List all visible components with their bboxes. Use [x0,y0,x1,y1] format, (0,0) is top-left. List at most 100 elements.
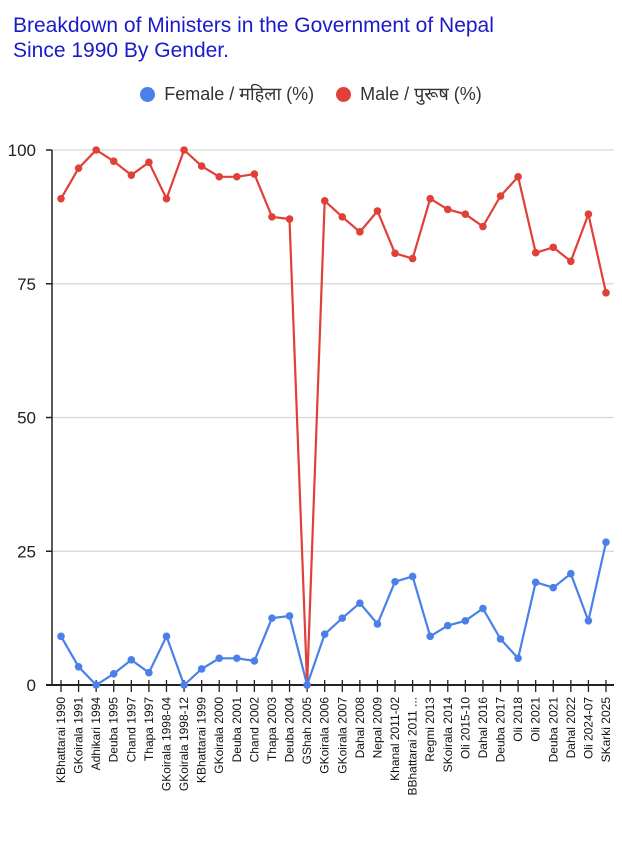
female-data-point [74,663,83,671]
chart-title-line-1: Breakdown of Ministers in the Government… [13,14,494,37]
female-data-point [215,654,224,663]
x-tick-label: Chand 2002 [247,697,261,763]
female-series-dot-icon [140,86,156,102]
female-data-point [531,578,540,587]
x-tick-label: Oli 2024-07 [581,697,595,759]
male-data-point [584,210,593,218]
female-data-point [356,599,364,607]
x-tick-label: Dahal 2016 [476,697,490,759]
male-data-point [567,257,575,266]
x-tick-label: SKarki 2025 [599,697,613,763]
male-data-point [373,207,382,215]
male-data-point [180,146,188,154]
x-tick-label: Oli 2015-10 [458,697,472,759]
chart-title: Breakdown of Ministers in the Government… [13,13,494,63]
x-axis-tick-labels: KBhattarai 1990 GKoirala 1991 Adhikari 199… [54,680,613,796]
female-data-point [338,614,347,622]
female-data-point [567,569,575,578]
female-data-point [285,612,294,620]
male-data-point [549,243,558,252]
female-data-point [496,635,505,643]
female-data-point [303,681,311,689]
axes [46,150,614,686]
male-data-point [92,146,100,154]
female-data-point [109,669,118,678]
y-tick-label: 50 [17,409,36,428]
male-data-point [197,162,206,170]
x-tick-label: KBhattarai 1990 [54,697,68,783]
female-data-point [92,681,100,689]
female-data-point [549,583,558,592]
female-data-point [180,681,188,689]
x-tick-label: Thapa 2003 [265,697,279,761]
x-tick-label: Chand 1997 [124,697,138,763]
male-data-point [74,164,83,172]
female-data-point [391,577,399,586]
legend-item-male[interactable]: Male / पुरूष (%) [336,82,482,106]
male-data-point [162,194,171,203]
x-tick-label: Deuba 2004 [283,697,297,763]
legend-item-female[interactable]: Female / महिला (%) [140,82,314,106]
x-tick-label: Thapa 1997 [142,697,156,761]
legend-label-male: Male / पुरूष (%) [360,84,482,104]
female-data-point [461,617,470,625]
x-tick-label: Deuba 1995 [107,697,121,763]
male-data-point [320,197,329,205]
male-data-point [391,249,399,258]
female-data-point [127,656,136,664]
x-tick-label: GKoirala 2006 [318,697,332,774]
female-data-point [233,654,241,663]
female-data-point [584,617,593,625]
male-data-point [127,171,136,179]
x-tick-label: Deuba 2001 [230,697,244,763]
female-data-point [197,665,206,673]
male-data-point [461,210,470,218]
male-data-point [57,194,65,203]
y-axis-tick-labels: 0 25 50 75 100 [8,141,52,695]
female-series-line [60,541,608,687]
male-series-line [60,148,608,687]
x-tick-label: Deuba 2017 [494,697,508,763]
male-data-point [602,289,610,297]
x-tick-label: Khanal 2011-02 [388,697,402,781]
female-data-point [373,620,382,628]
x-tick-label: GShah 2005 [300,697,314,765]
x-tick-label: Adhikari 1994 [89,697,103,771]
female-data-point [145,668,153,677]
male-data-point [496,192,505,200]
x-tick-label: Deuba 2021 [546,697,560,763]
female-data-point [57,632,65,641]
male-data-point [145,158,153,167]
chart-title-line-2: Since 1990 By Gender. [13,39,229,62]
male-data-point [443,205,452,214]
male-data-point [514,172,522,181]
male-data-point [426,194,434,203]
data-series [57,146,610,689]
x-tick-label: GKoirala 1991 [72,697,86,774]
chart-legend: Female / महिला (%) Male / पुरूष (%) [0,82,622,106]
x-tick-label: Nepal 2009 [370,697,384,759]
y-tick-label: 100 [8,141,36,160]
male-data-point [250,170,259,178]
x-tick-label: GKoirala 2000 [212,697,226,774]
x-tick-label: GKoirala 2007 [335,697,349,774]
male-data-point [531,248,540,257]
x-tick-label: GKoirala 1998-12 [177,697,191,791]
male-data-point [109,157,118,166]
female-data-point [602,538,610,546]
y-tick-label: 25 [17,542,36,561]
female-data-point [426,632,434,641]
male-series-dot-icon [336,86,352,102]
female-data-point [268,614,276,622]
x-tick-label: Dahal 2022 [564,697,578,759]
male-data-point [408,254,417,263]
female-data-point [514,654,522,663]
x-tick-label: Regmi 2013 [423,697,437,762]
male-data-point [215,172,224,181]
male-data-point [479,222,487,231]
female-data-point [250,657,259,665]
y-tick-label: 0 [27,676,36,695]
male-data-point [356,228,364,236]
x-tick-label: SKoirala 2014 [441,697,455,773]
